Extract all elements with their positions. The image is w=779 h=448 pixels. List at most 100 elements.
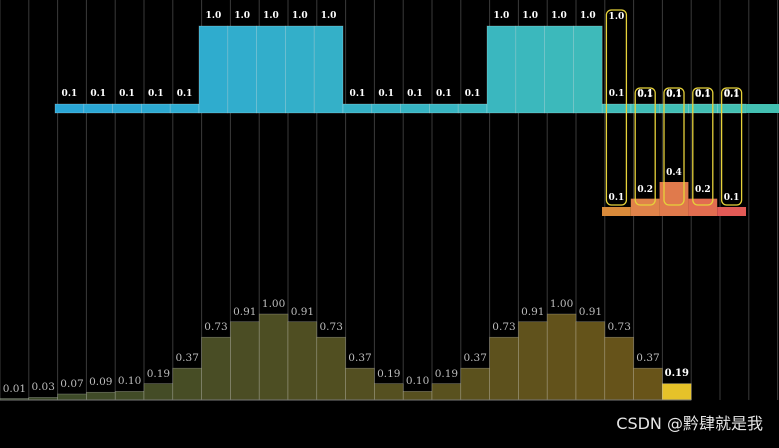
- output-bar: [662, 383, 692, 401]
- overlap-highlight: [663, 87, 685, 206]
- output-bar: [258, 313, 289, 401]
- input-value-label: 0.1: [464, 89, 481, 99]
- input-value-label: 1.0: [551, 11, 567, 21]
- input-bar: [429, 103, 459, 114]
- output-bar: [230, 321, 260, 401]
- input-bar: [83, 103, 113, 114]
- output-value-label: 0.91: [290, 305, 315, 318]
- input-bar: [544, 25, 574, 114]
- overlap-highlight: [692, 87, 714, 206]
- output-bar: [316, 336, 346, 401]
- output-bar: [172, 367, 202, 401]
- input-value-label: 0.1: [407, 89, 423, 99]
- kernel-bar: [688, 198, 718, 216]
- input-bar: [400, 103, 430, 114]
- output-value-label: 0.01: [2, 382, 27, 395]
- input-bar: [169, 103, 200, 114]
- overlap-highlight: [634, 87, 656, 206]
- output-bar: [460, 367, 490, 401]
- output-value-label: 0.73: [204, 321, 228, 334]
- output-value-label: 0.19: [664, 367, 689, 379]
- input-value-label: 0.1: [61, 89, 78, 99]
- input-bar: [515, 25, 545, 114]
- input-value-label: 1.0: [205, 11, 222, 21]
- input-bar: [198, 25, 229, 114]
- output-bar: [604, 336, 634, 401]
- input-value-label: 0.1: [176, 89, 193, 99]
- output-value-label: 0.37: [463, 352, 487, 365]
- input-bar: [112, 103, 142, 114]
- input-value-label: 0.1: [147, 89, 164, 99]
- input-bar-tail: [746, 104, 779, 113]
- output-value-label: 0.03: [31, 381, 55, 394]
- input-bar: [227, 25, 257, 114]
- kernel-bar: [602, 207, 631, 216]
- kernel-bar: [630, 198, 660, 216]
- input-value-label: 1.0: [291, 11, 308, 21]
- highlight-value-label: 1.0: [608, 12, 625, 22]
- output-bar: [431, 383, 462, 401]
- kernel-value-label: 0.1: [723, 193, 740, 203]
- input-bar: [457, 103, 488, 114]
- output-value-label: 0.37: [636, 352, 660, 365]
- output-value-label: 0.91: [521, 305, 545, 318]
- input-bar: [256, 25, 286, 114]
- input-value-label: 1.0: [234, 11, 251, 21]
- input-value-label: 1.0: [579, 11, 596, 21]
- input-bar: [54, 103, 85, 114]
- input-value-label: 1.0: [320, 11, 337, 21]
- kernel-value-label: 0.2: [694, 184, 711, 195]
- output-bar: [489, 336, 519, 401]
- output-bar: [518, 321, 548, 401]
- output-value-label: 0.91: [578, 305, 603, 318]
- kernel-bar: [717, 207, 746, 216]
- input-value-label: 0.1: [723, 89, 740, 99]
- kernel-value-label: 0.1: [608, 193, 625, 203]
- output-bar: [143, 383, 174, 401]
- kernel-value-label: 0.2: [637, 184, 654, 195]
- output-value-label: 0.19: [434, 367, 459, 380]
- output-value-label: 0.73: [319, 321, 343, 334]
- output-value-label: 0.10: [117, 375, 142, 388]
- watermark: CSDN @黔肆就是我: [616, 414, 763, 433]
- input-value-label: 0.1: [608, 89, 625, 99]
- output-value-label: 0.37: [348, 352, 372, 365]
- output-bar: [546, 313, 577, 401]
- output-value-label: 0.73: [607, 321, 631, 334]
- kernel-value-label: 0.4: [666, 168, 682, 178]
- output-bar: [575, 321, 606, 401]
- output-bar: [345, 367, 375, 401]
- output-value-label: 0.10: [405, 375, 430, 388]
- output-value-label: 1.00: [549, 298, 574, 310]
- output-value-label: 0.91: [233, 305, 257, 318]
- input-bar: [313, 25, 344, 114]
- input-value-label: 0.1: [637, 89, 654, 99]
- input-value-label: 0.1: [349, 89, 366, 99]
- output-value-label: 0.37: [175, 352, 199, 365]
- input-value-label: 0.1: [435, 89, 452, 99]
- input-value-label: 0.1: [695, 89, 711, 99]
- input-value-label: 1.0: [493, 11, 510, 21]
- output-bar: [114, 391, 145, 401]
- highlight-value-label: 0.1: [694, 90, 711, 100]
- output-bar: [57, 393, 87, 401]
- input-value-label: 0.1: [119, 89, 135, 99]
- output-bar: [287, 321, 318, 401]
- output-bar: [86, 391, 116, 401]
- input-value-label: 0.1: [378, 89, 395, 99]
- input-bar: [688, 103, 718, 114]
- input-value-label: 1.0: [522, 11, 539, 21]
- output-value-label: 0.19: [377, 367, 401, 380]
- output-value-label: 0.09: [89, 376, 113, 389]
- output-value-label: 1.00: [261, 298, 286, 310]
- highlight-value-label: 0.1: [723, 90, 740, 100]
- output-bar: [402, 391, 433, 401]
- output-bar: [633, 367, 663, 401]
- output-value-label: 0.19: [146, 367, 171, 380]
- output-bar: [201, 336, 231, 401]
- highlight-value-label: 0.1: [637, 90, 654, 100]
- input-bar: [285, 25, 315, 114]
- input-bar: [342, 103, 373, 114]
